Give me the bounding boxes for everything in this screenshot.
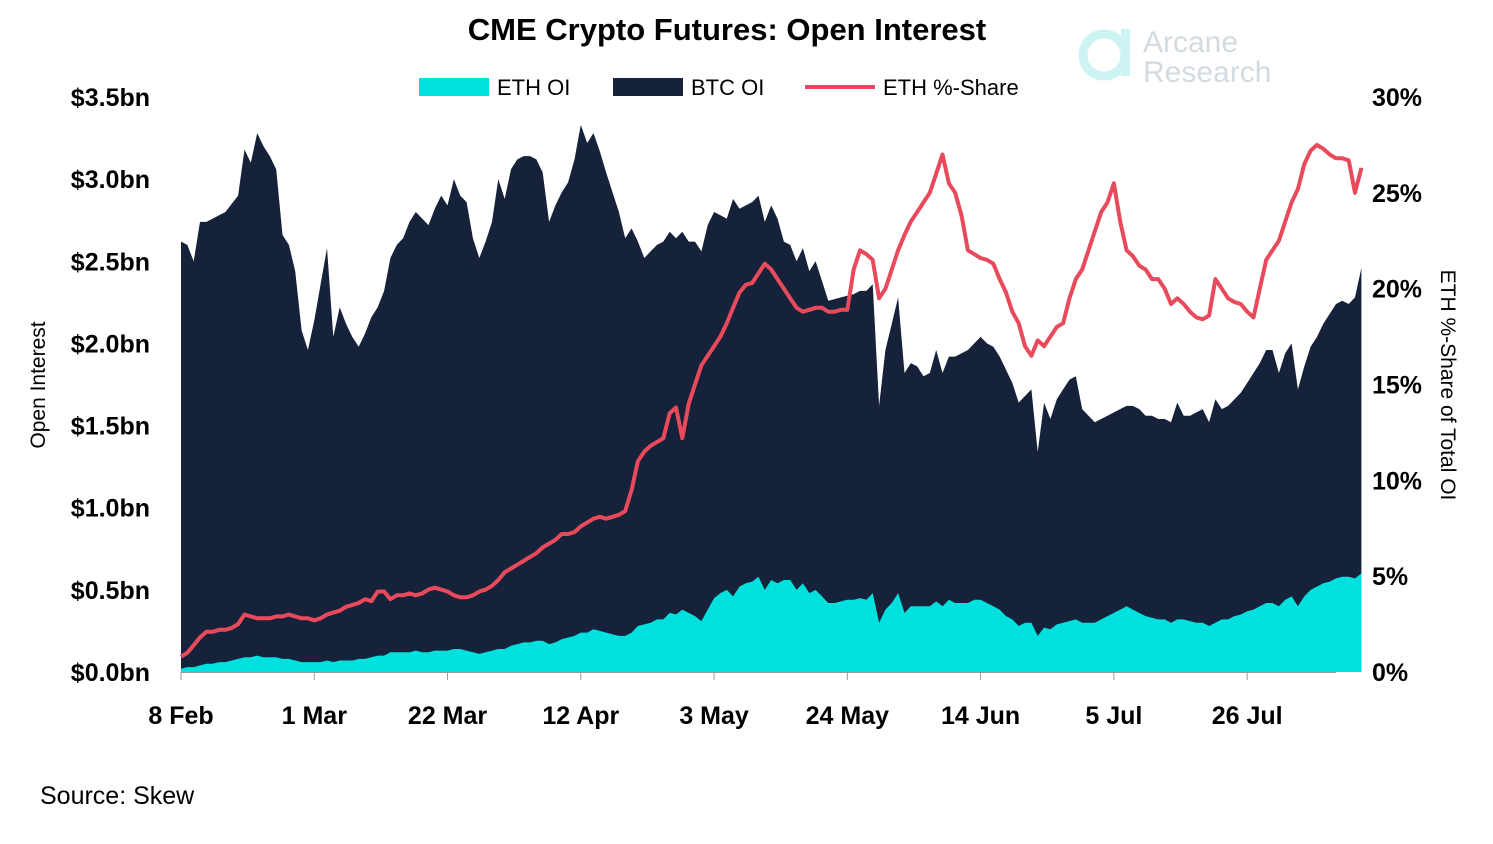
brand-name-line1: Arcane (1143, 26, 1238, 59)
legend-label-eth-oi: ETH OI (497, 75, 570, 100)
y-tick-label: $0.0bn (71, 659, 150, 687)
y-tick-label: $2.5bn (71, 248, 150, 276)
y-axis-title: Open Interest (27, 321, 50, 448)
x-tick-label: 12 Apr (542, 702, 619, 730)
y-tick-label: $3.5bn (71, 84, 150, 112)
y-tick-label: $0.5bn (71, 577, 150, 605)
plot-areas (181, 124, 1362, 672)
y-tick-label: $2.0bn (71, 330, 150, 358)
y2-tick-label: 0% (1372, 659, 1408, 687)
x-tick-label: 8 Feb (148, 702, 213, 730)
x-tick-label: 14 Jun (941, 702, 1020, 730)
axes: $0.0bn $0.5bn $1.0bn $1.5bn $2.0bn $2.5bn $3.0… (71, 84, 1422, 730)
legend-swatch-btc-oi (613, 78, 683, 96)
brand-logo-ring (1078, 29, 1130, 81)
y2-tick-label: 30% (1372, 84, 1422, 112)
x-tick-label: 24 May (806, 702, 889, 730)
legend-swatch-eth-oi (419, 78, 489, 96)
y-tick-label: $3.0bn (71, 166, 150, 194)
x-tick-label: 3 May (679, 702, 749, 730)
brand-logo: Arcane Research (1078, 26, 1271, 89)
legend-label-btc-oi: BTC OI (691, 75, 764, 100)
series-area-btc-oi (181, 124, 1362, 672)
y2-tick-label: 15% (1372, 372, 1422, 400)
brand-name-line2: Research (1143, 56, 1271, 89)
chart-title: CME Crypto Futures: Open Interest (468, 12, 986, 47)
y2-tick-label: 10% (1372, 467, 1422, 495)
plot-lines (179, 142, 1364, 659)
series-area-eth-oi (181, 573, 1362, 672)
legend-label-eth-share: ETH %-Share (883, 75, 1019, 100)
source-note: Source: Skew (40, 782, 195, 810)
y2-tick-label: 25% (1372, 180, 1422, 208)
x-tick-label: 5 Jul (1085, 702, 1142, 730)
series-line-eth-share (179, 142, 1364, 659)
x-tick-label: 1 Mar (282, 702, 348, 730)
y-tick-label: $1.5bn (71, 413, 150, 441)
x-tick-label: 26 Jul (1212, 702, 1283, 730)
brand-logo-bar (1121, 29, 1130, 76)
x-tick-label: 22 Mar (408, 702, 487, 730)
legend: ETH OI BTC OI ETH %-Share (419, 75, 1019, 100)
y2-axis-title: ETH %-Share of Total OI (1436, 270, 1459, 501)
y2-tick-label: 20% (1372, 276, 1422, 304)
y-tick-label: $1.0bn (71, 495, 150, 523)
y2-tick-label: 5% (1372, 563, 1408, 591)
